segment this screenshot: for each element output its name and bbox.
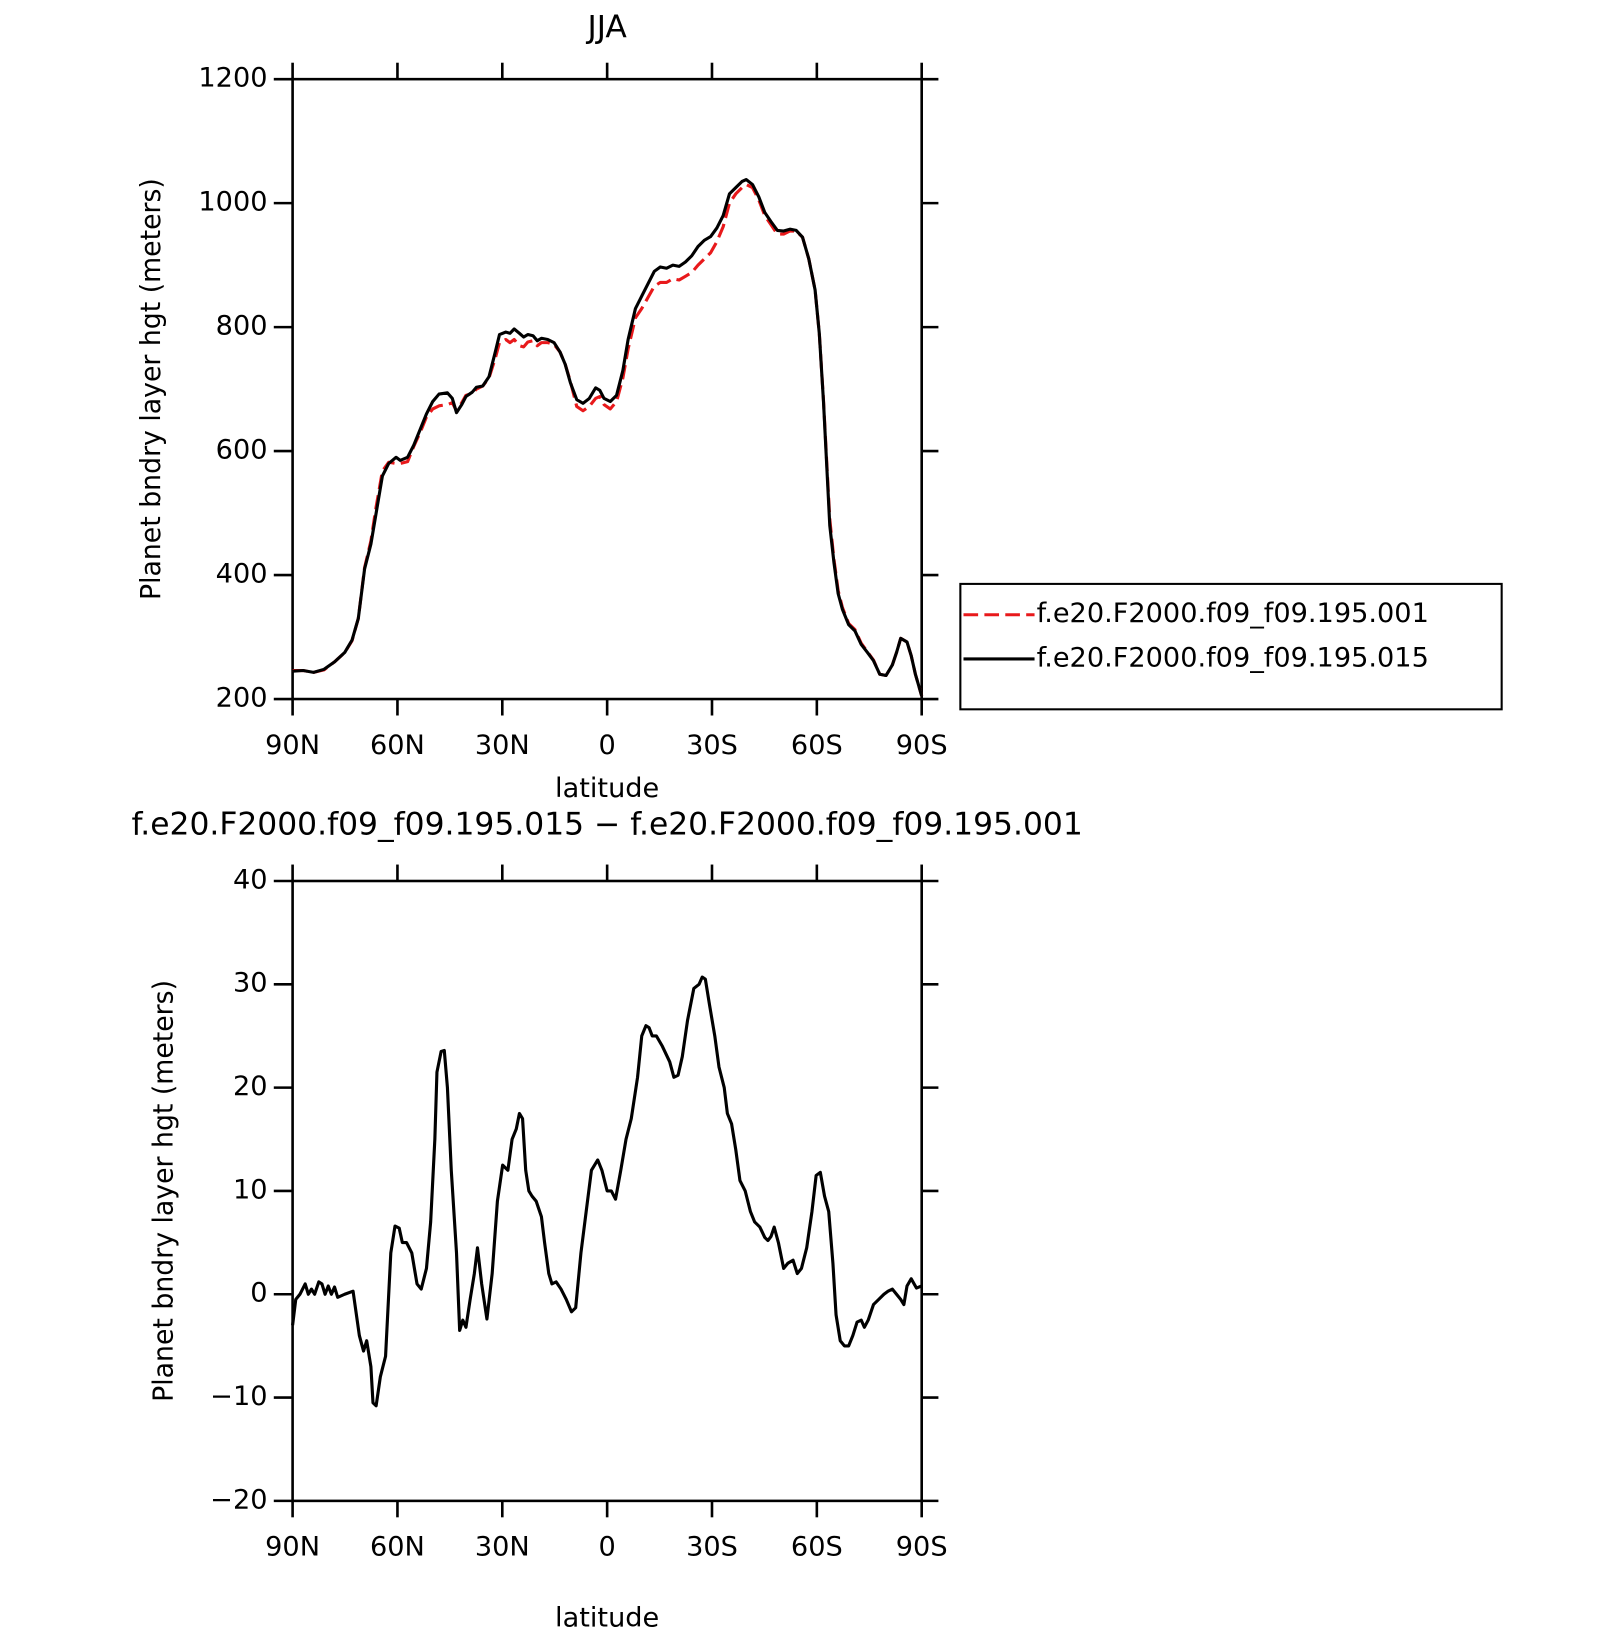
data-line — [292, 178, 924, 697]
y-tick-label: 20 — [233, 1071, 268, 1102]
y-tick-label: 600 — [216, 435, 268, 466]
y-axis-label: Planet bndry layer hgt (meters) — [148, 980, 179, 1402]
chart-root: JJA latitude Planet bndry layer hgt (meter… — [132, 10, 1503, 1634]
plot-frame — [291, 77, 923, 701]
y-tick-label: 800 — [216, 311, 268, 342]
y-tick-label: 200 — [216, 683, 268, 714]
y-tick-label: 1000 — [198, 187, 267, 218]
x-tick-label: 30S — [686, 1532, 738, 1563]
data-line — [291, 975, 923, 1408]
y-tick-label: 40 — [233, 865, 268, 896]
y-tick-label: 30 — [233, 968, 268, 999]
legend-label: f.e20.F2000.f09_f09.195.015 — [1037, 643, 1429, 674]
x-tick-label: 60S — [791, 730, 843, 761]
x-tick-label: 90N — [265, 1532, 320, 1563]
chart-title: f.e20.F2000.f09_f09.195.015 − f.e20.F200… — [132, 807, 1083, 843]
plot-frame — [291, 879, 923, 1503]
x-tick-label: 0 — [599, 730, 616, 761]
x-tick-label: 90S — [896, 1532, 948, 1563]
legend-box — [959, 582, 1503, 711]
y-tick-label: −20 — [210, 1485, 267, 1516]
x-tick-label: 60S — [791, 1532, 843, 1563]
x-tick-label: 60N — [370, 1532, 425, 1563]
y-tick-label: −10 — [210, 1381, 267, 1412]
x-tick-label: 90S — [896, 730, 948, 761]
data-line — [292, 182, 924, 697]
x-axis-label: latitude — [555, 773, 659, 804]
y-tick-label: 400 — [216, 559, 268, 590]
chart-title: JJA — [585, 10, 626, 46]
x-tick-label: 30N — [475, 1532, 530, 1563]
y-tick-label: 0 — [250, 1278, 267, 1309]
y-tick-label: 1200 — [198, 63, 267, 94]
legend-label: f.e20.F2000.f09_f09.195.001 — [1037, 598, 1429, 629]
x-axis-label: latitude — [555, 1603, 659, 1634]
y-tick-label: 10 — [233, 1175, 268, 1206]
x-tick-label: 60N — [370, 730, 425, 761]
x-tick-label: 30N — [475, 730, 530, 761]
x-tick-label: 90N — [265, 730, 320, 761]
y-axis-label: Planet bndry layer hgt (meters) — [136, 178, 167, 600]
x-tick-label: 30S — [686, 730, 738, 761]
x-tick-label: 0 — [599, 1532, 616, 1563]
